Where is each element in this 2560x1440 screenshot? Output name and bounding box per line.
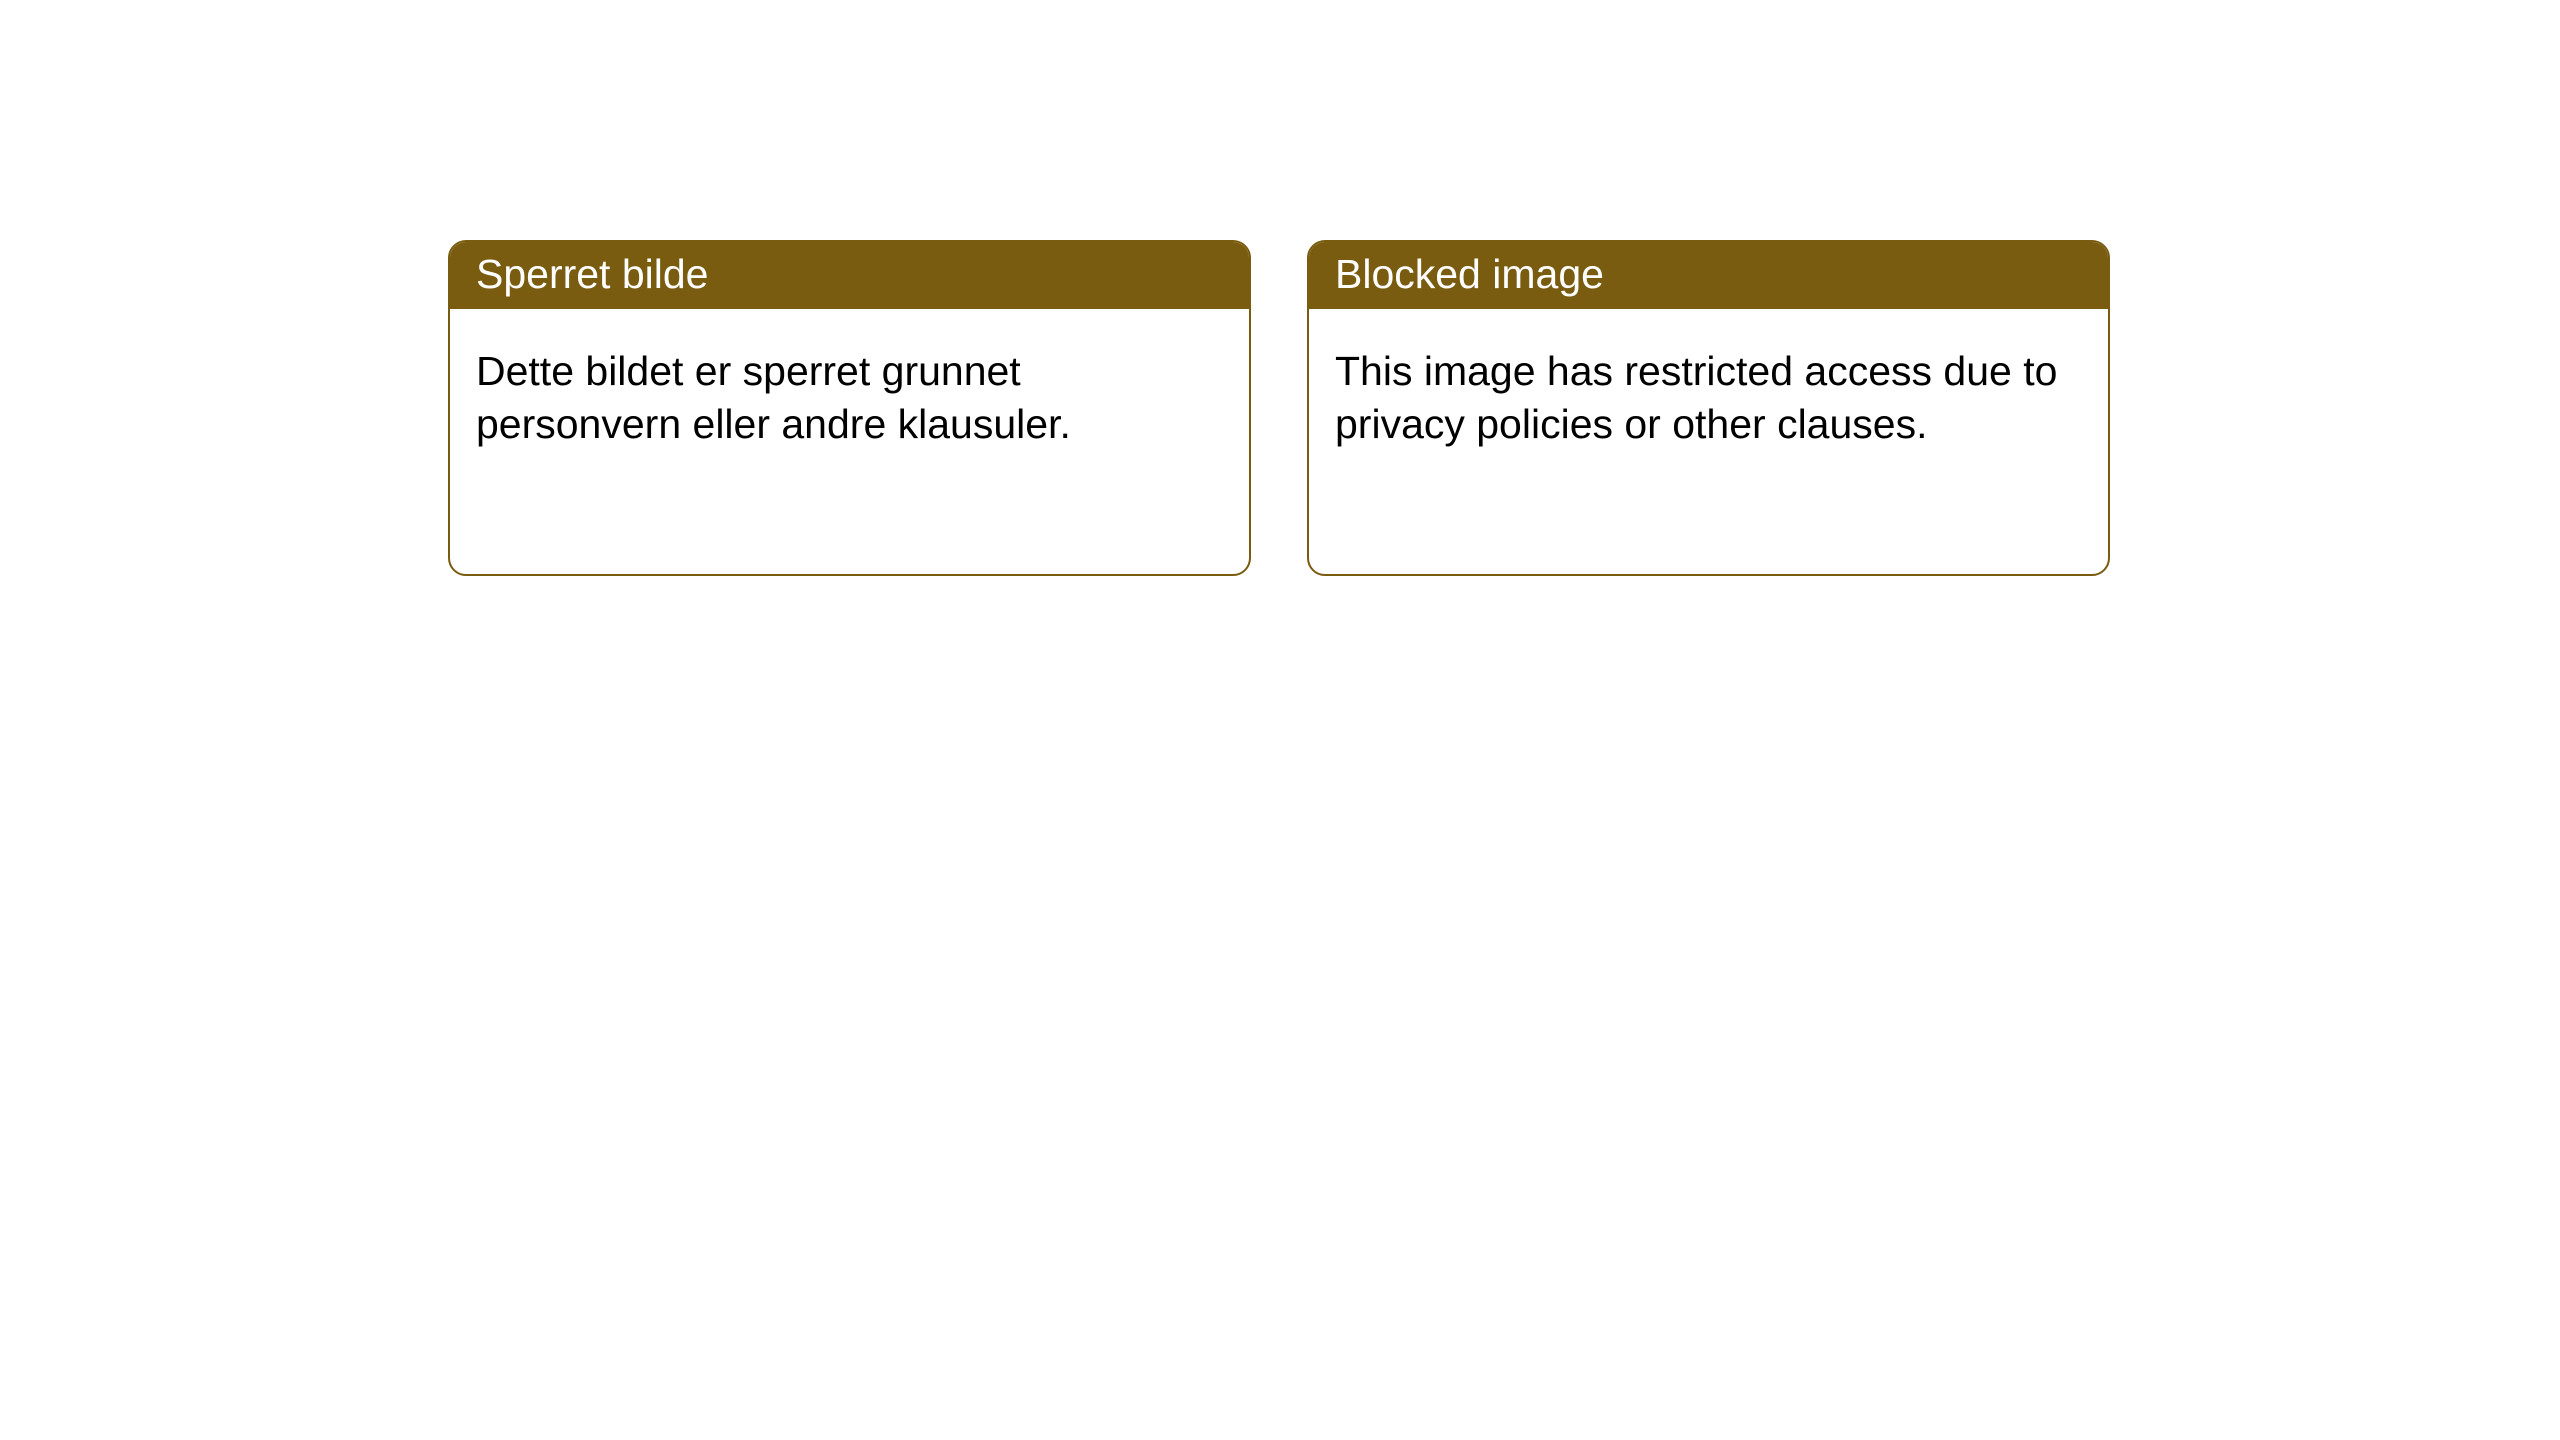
notice-header: Blocked image [1309, 242, 2108, 309]
notice-card-english: Blocked image This image has restricted … [1307, 240, 2110, 576]
notice-header: Sperret bilde [450, 242, 1249, 309]
notice-card-norwegian: Sperret bilde Dette bildet er sperret gr… [448, 240, 1251, 576]
notice-container: Sperret bilde Dette bildet er sperret gr… [0, 0, 2560, 576]
notice-body: This image has restricted access due to … [1309, 309, 2108, 476]
notice-body: Dette bildet er sperret grunnet personve… [450, 309, 1249, 476]
